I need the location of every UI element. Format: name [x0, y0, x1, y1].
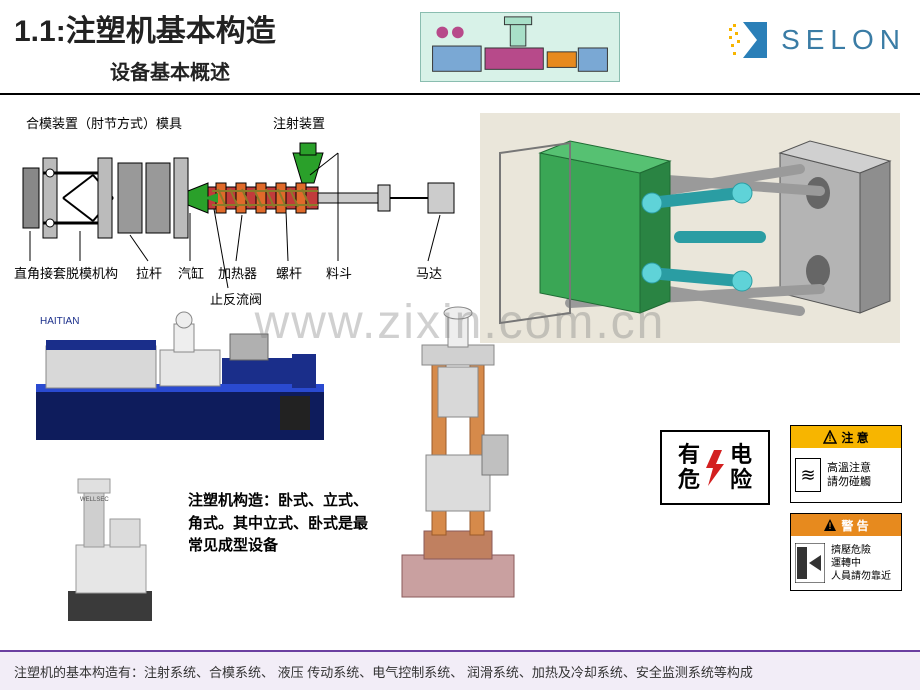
- caution-text: 高溫注意 請勿碰觸: [827, 461, 871, 490]
- cad-3d-image: [480, 113, 900, 343]
- schem-lbl-0: 直角接套: [14, 263, 66, 282]
- logo-icon: [727, 18, 771, 62]
- header: 1.1:注塑机基本构造 设备基本概述 SELON: [0, 0, 920, 95]
- triangle-icon: !: [823, 430, 837, 444]
- schem-lbl-6: 料斗: [326, 263, 352, 282]
- machine-angle: WELLSEC: [50, 473, 170, 628]
- description-text: 注塑机构造：卧式、立式、角式。其中立式、卧式是最常见成型设备: [188, 490, 368, 558]
- page-title: 1.1:注塑机基本构造: [14, 6, 276, 50]
- logo-text: SELON: [781, 24, 906, 56]
- schem-lbl-5: 螺杆: [276, 263, 302, 282]
- svg-text:!: !: [829, 433, 832, 443]
- schem-lbl-1: 脱模机构: [66, 263, 118, 282]
- content-area: 合模装置（肘节方式）模具 注射装置: [0, 95, 920, 650]
- danger-text-right: 电险: [730, 443, 752, 491]
- triangle-icon: !: [823, 518, 837, 532]
- warning-header: ! 警 告: [791, 514, 901, 536]
- svg-text:WELLSEC: WELLSEC: [80, 497, 109, 503]
- header-diagram: [420, 12, 620, 82]
- machine-horizontal: HAITIAN: [30, 310, 330, 450]
- warning-text: 擠壓危險 運轉中 人員請勿靠近: [831, 544, 891, 583]
- heat-icon: ≋: [795, 458, 821, 492]
- warning-caution: ! 注 意 ≋ 高溫注意 請勿碰觸: [790, 425, 902, 503]
- logo: SELON: [727, 18, 906, 62]
- lightning-icon: [704, 450, 726, 486]
- machine-vertical: [378, 305, 538, 605]
- caution-header: ! 注 意: [791, 426, 901, 448]
- brand-label: HAITIAN: [40, 316, 79, 327]
- danger-text-left: 有危: [678, 443, 700, 491]
- schem-lbl-2: 拉杆: [136, 263, 162, 282]
- footer-text: 注塑机的基本构造有：注射系统、合模系统、 液压 传动系统、电气控制系统、 润滑系…: [0, 650, 920, 690]
- schem-lbl-7: 马达: [416, 263, 442, 282]
- warning-crush: ! 警 告 擠壓危險 運轉中 人員請勿靠近: [790, 513, 902, 591]
- warning-danger: 有危 电险: [660, 430, 770, 505]
- schem-lbl-extra: 止反流阀: [210, 289, 262, 308]
- schematic-diagram: 合模装置（肘节方式）模具 注射装置: [18, 113, 463, 308]
- svg-text:!: !: [829, 521, 832, 531]
- crush-icon: [795, 543, 825, 583]
- schem-lbl-3: 汽缸: [178, 263, 204, 282]
- schem-lbl-4: 加热器: [218, 263, 257, 282]
- page-subtitle: 设备基本概述: [110, 56, 230, 85]
